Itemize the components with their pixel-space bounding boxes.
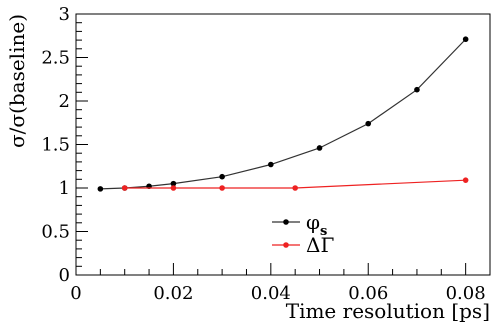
x-tick-label: 0.06 [348, 283, 388, 304]
legend-label-subscript: s [320, 224, 327, 239]
y-axis-label: σ/σ(baseline) [5, 14, 29, 148]
y-tick-label: 2.5 [41, 48, 70, 69]
data-point [170, 185, 177, 191]
plot-frame [75, 13, 491, 276]
data-point [268, 161, 274, 168]
y-axis: 0 0.5 1 1.5 2 2.5 3 [41, 4, 88, 286]
y-tick-label: 0 [59, 265, 70, 286]
x-tick-label: 0.08 [446, 283, 486, 304]
data-point [414, 86, 420, 93]
data-point [365, 120, 372, 127]
legend-label-0: φs [306, 210, 327, 239]
legend-marker-1 [283, 242, 289, 248]
y-tick-label: 2 [59, 91, 70, 112]
data-point [121, 185, 128, 191]
x-tick-label: 0.04 [251, 283, 291, 304]
series-layer [97, 36, 469, 192]
x-axis: 0 0.02 0.04 0.06 0.08 [70, 263, 491, 304]
y-tick-label: 3 [59, 4, 70, 25]
y-tick-label: 0.5 [41, 222, 70, 243]
data-point [462, 36, 469, 43]
data-point [97, 186, 104, 192]
legend-marker-0 [283, 219, 289, 225]
x-tick-label: 0 [70, 283, 81, 304]
data-point [219, 173, 225, 180]
data-point [170, 180, 177, 187]
x-tick-label: 0.02 [153, 283, 193, 304]
data-point [462, 177, 469, 183]
series-line-0 [100, 38, 467, 190]
data-point [316, 145, 323, 151]
y-tick-label: 1.5 [41, 135, 70, 156]
y-tick-label: 1 [59, 178, 70, 199]
legend-label-1: ΔΓ [306, 233, 334, 257]
legend-label-text: ΔΓ [306, 233, 334, 257]
data-point [219, 185, 225, 191]
x-axis-label: Time resolution [ps] [286, 299, 490, 323]
legend-label-text: φ [306, 210, 320, 234]
data-point [292, 185, 298, 191]
